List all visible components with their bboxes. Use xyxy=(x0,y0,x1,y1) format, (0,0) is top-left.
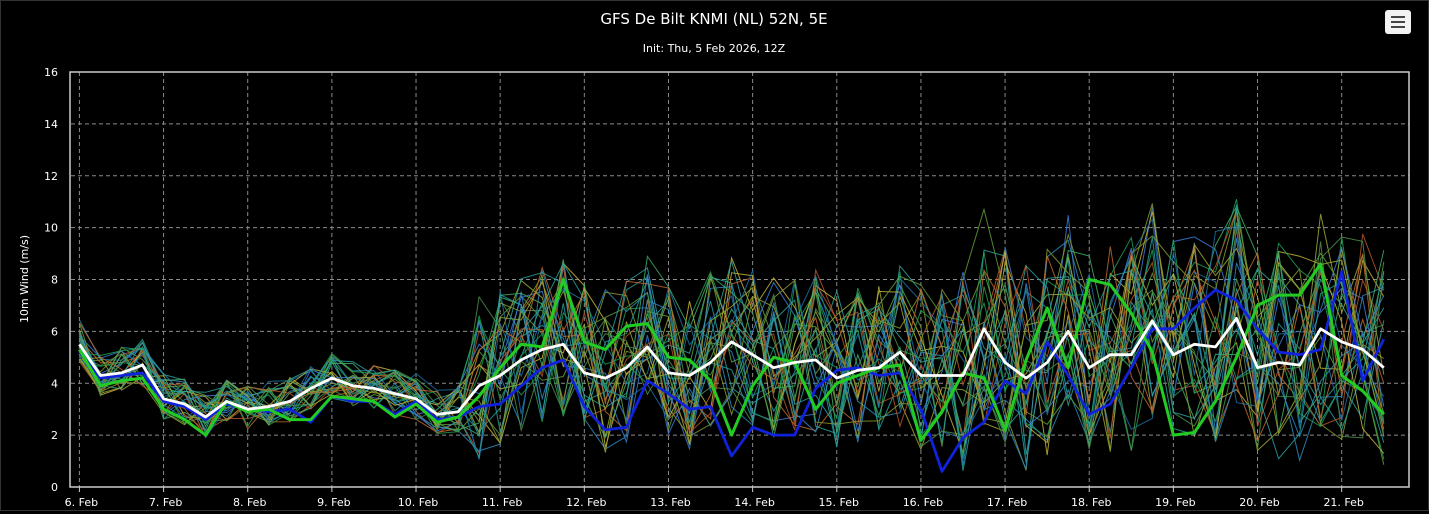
y-axis-label: 10m Wind (m/s) xyxy=(18,235,31,323)
y-tick-label: 6 xyxy=(51,325,58,338)
ensemble-member-line xyxy=(78,250,1385,454)
ensemble-member-line xyxy=(78,255,1385,471)
x-tick-label: 21. Feb xyxy=(1323,496,1363,509)
hamburger-menu-icon[interactable] xyxy=(1385,10,1411,34)
x-tick-label: 6. Feb xyxy=(65,496,98,509)
x-tick-label: 14. Feb xyxy=(734,496,774,509)
x-tick-label: 12. Feb xyxy=(566,496,606,509)
ensemble-members xyxy=(78,199,1385,471)
chart-title: GFS De Bilt KNMI (NL) 52N, 5E xyxy=(600,10,827,28)
highlight-series xyxy=(78,262,1386,473)
y-tick-label: 10 xyxy=(44,222,58,235)
y-tick-label: 12 xyxy=(44,170,58,183)
x-tick-label: 18. Feb xyxy=(1071,496,1111,509)
x-tick-label: 17. Feb xyxy=(987,496,1027,509)
ensemble-member-line xyxy=(79,236,1385,456)
plot-border xyxy=(69,71,1410,488)
x-tick-label: 10. Feb xyxy=(398,496,438,509)
x-tick-label: 9. Feb xyxy=(317,496,350,509)
ensemble-member-line xyxy=(78,242,1384,463)
highlight-series-line xyxy=(78,262,1385,442)
y-tick-label: 0 xyxy=(51,481,58,494)
highlight-series-line xyxy=(78,316,1385,419)
axes: 0 2 4 6 8 10 12 14 16 6. Feb 7. Feb 8. Feb 9. Feb 10.… xyxy=(44,66,1364,509)
y-tick-label: 16 xyxy=(44,66,58,79)
y-tick-label: 14 xyxy=(44,118,58,131)
x-tick-label: 13. Feb xyxy=(650,496,690,509)
ensemble-member-line xyxy=(78,239,1385,470)
chart-subtitle: Init: Thu, 5 Feb 2026, 12Z xyxy=(643,42,786,55)
x-tick-label: 20. Feb xyxy=(1239,496,1279,509)
ensemble-member-line xyxy=(78,203,1385,451)
x-tick-label: 16. Feb xyxy=(903,496,943,509)
y-tick-label: 8 xyxy=(51,274,58,287)
x-tick-label: 15. Feb xyxy=(819,496,859,509)
x-tick-label: 7. Feb xyxy=(149,496,182,509)
x-tick-label: 19. Feb xyxy=(1155,496,1195,509)
ensemble-member-line xyxy=(78,217,1385,459)
ensemble-member-line xyxy=(78,208,1385,460)
y-tick-label: 4 xyxy=(51,377,58,390)
x-tick-label: 8. Feb xyxy=(233,496,266,509)
highlight-series-line xyxy=(78,270,1386,473)
ensemble-member-line xyxy=(78,236,1385,451)
x-tick-label: 11. Feb xyxy=(482,496,522,509)
y-tick-label: 2 xyxy=(51,429,58,442)
ensemble-member-line xyxy=(79,222,1385,471)
